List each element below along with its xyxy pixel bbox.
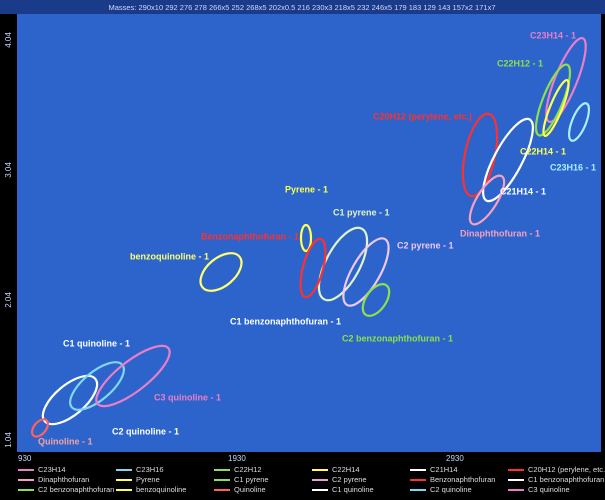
annotation: C20H12 (perylene, etc.) [373, 111, 472, 121]
ellipse [199, 252, 243, 292]
annotations: C23H14 - 1 C22H12 - 1 C20H12 (perylene, … [38, 30, 596, 446]
legend-label: Pyrene [136, 475, 160, 484]
ellipse [534, 63, 572, 137]
legend-label: C22H14 [332, 465, 360, 474]
legend-label: C2 benzonaphthofuran [38, 485, 114, 494]
ellipse [482, 117, 534, 203]
ellipse [95, 344, 171, 408]
ellipse [545, 36, 587, 124]
x-tick-label: 1930 [228, 454, 246, 463]
legend-label: C1 pyrene [234, 475, 269, 484]
annotation: C3 quinoline - 1 [154, 392, 221, 402]
legend-label: benzoquinoline [136, 485, 186, 494]
annotation: Pyrene - 1 [285, 184, 328, 194]
legend: C23H14 C23H16 C22H12 C22H14 C21H14 C20H12 (pe… [18, 465, 605, 494]
annotation: C1 benzonaphthofuran - 1 [230, 316, 341, 326]
plot-area [17, 14, 601, 452]
ellipse [299, 223, 313, 253]
x-tick-label: 2930 [446, 454, 464, 463]
annotation: C23H16 - 1 [550, 162, 596, 172]
y-tick-label: 1.04 [4, 432, 13, 448]
legend-label: C20H12 (perylene, etc.) [528, 465, 605, 474]
legend-label: Quinoline [234, 485, 266, 494]
legend-label: C23H14 [38, 465, 66, 474]
legend-label: C22H12 [234, 465, 262, 474]
ellipse [30, 418, 50, 438]
annotation: C2 pyrene - 1 [397, 240, 454, 250]
ellipse [342, 237, 390, 307]
ellipse [567, 102, 591, 142]
y-tick-label: 4.04 [4, 32, 13, 48]
x-tick-label: 930 [18, 454, 32, 463]
ellipse [468, 174, 506, 226]
ellipse [317, 226, 369, 302]
ellipses [30, 36, 591, 438]
ellipse [542, 78, 570, 138]
annotation: C2 benzonaphthofuran - 1 [342, 333, 453, 343]
legend-label: C3 quinoline [528, 485, 570, 494]
annotation: C2 quinoline - 1 [112, 426, 179, 436]
annotation: C23H14 - 1 [530, 30, 576, 40]
annotation: C22H14 - 1 [520, 146, 566, 156]
masses-text: Masses: 290x10 292 276 278 266x5 252 268… [109, 3, 496, 12]
legend-label: C23H16 [136, 465, 164, 474]
annotation: C1 pyrene - 1 [333, 207, 390, 217]
annotation: C21H14 - 1 [500, 186, 546, 196]
annotation: Dinaphthofuran - 1 [460, 228, 540, 238]
ellipse [461, 112, 499, 198]
legend-label: C2 quinoline [430, 485, 472, 494]
legend-label: C21H14 [430, 465, 458, 474]
annotation: C1 quinoline - 1 [63, 338, 130, 348]
x-axis: 930 1930 2930 [18, 454, 464, 463]
annotation: Benzonaphthofuran - 1 [201, 231, 299, 241]
annotation: Quinoline - 1 [38, 436, 93, 446]
ellipse [361, 283, 391, 317]
ellipse [299, 237, 327, 299]
ellipse [41, 374, 99, 426]
y-tick-label: 3.04 [4, 162, 13, 178]
annotation: C22H12 - 1 [497, 58, 543, 68]
legend-label: Dinaphthofuran [38, 475, 89, 484]
header-bar [0, 0, 605, 14]
legend-label: C2 pyrene [332, 475, 367, 484]
legend-label: C1 quinoline [332, 485, 374, 494]
legend-label: Benzonaphthofuran [430, 475, 495, 484]
annotation: benzoquinoline - 1 [130, 251, 209, 261]
y-tick-label: 2.04 [4, 292, 13, 308]
legend-label: C1 benzonaphthofuran [528, 475, 604, 484]
y-axis: 4.04 3.04 2.04 1.04 [4, 32, 13, 448]
